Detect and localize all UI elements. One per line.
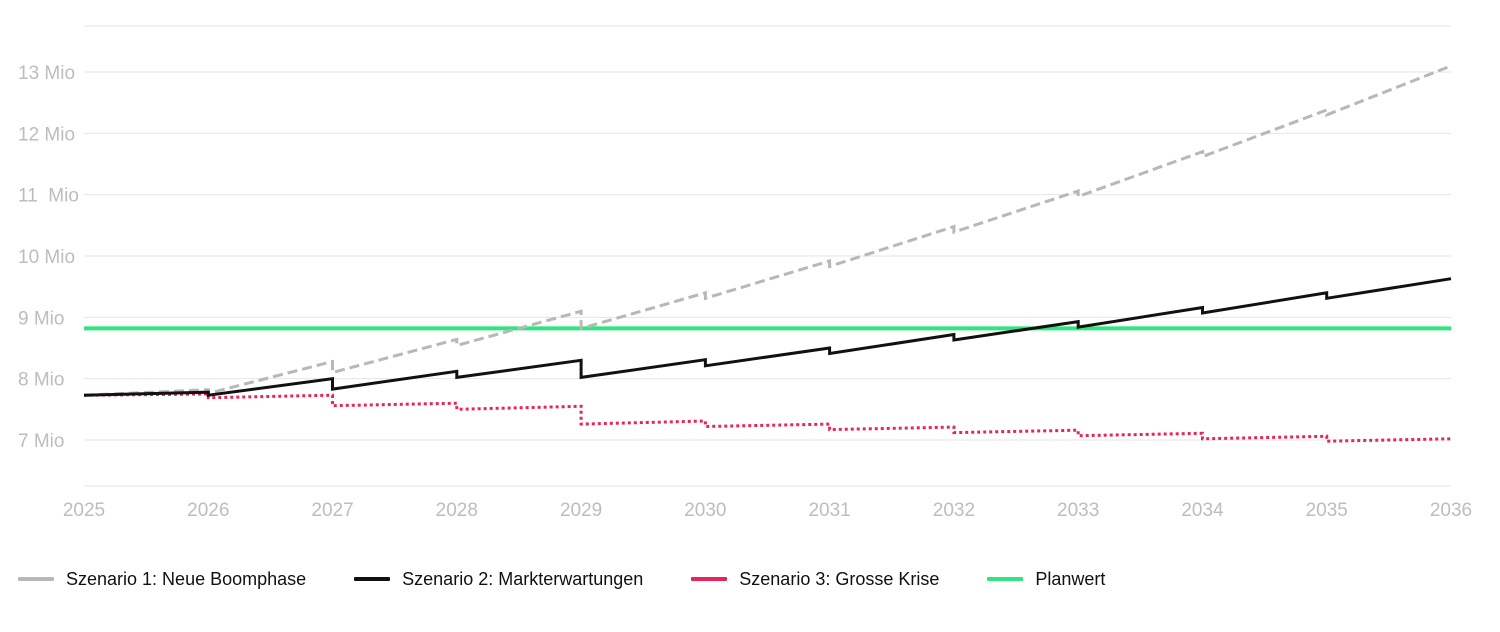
y-tick-label: 7 Mio	[18, 431, 64, 452]
series-3	[83, 392, 1452, 443]
y-axis: 7 Mio 8 Mio 9 Mio 10 Mio 11 Mio 12 Mio 13 Mio	[18, 63, 79, 452]
legend-swatch	[691, 577, 728, 581]
legend-label: Szenario 2: Markterwartungen	[402, 568, 644, 589]
x-tick-label: 2031	[808, 500, 850, 521]
x-tick-label: 2029	[560, 500, 602, 521]
x-tick-label: 2030	[684, 500, 726, 521]
y-tick-label: 8 Mio	[18, 370, 64, 391]
legend-label: Szenario 1: Neue Boomphase	[66, 568, 307, 589]
legend-label: Szenario 3: Grosse Krise	[739, 568, 940, 589]
x-tick-label: 2027	[311, 500, 353, 521]
y-tick-label: 10 Mio	[18, 247, 75, 268]
series-layer	[83, 64, 1452, 443]
x-tick-label: 2032	[933, 500, 975, 521]
series-2	[83, 277, 1452, 397]
y-tick-label: 12 Mio	[18, 124, 75, 145]
x-tick-label: 2036	[1430, 500, 1472, 521]
legend-swatch	[987, 577, 1024, 581]
legend-item: Szenario 2: Markterwartungen	[354, 569, 643, 590]
legend-swatch	[354, 577, 391, 581]
series-line	[83, 277, 1452, 397]
grid-layer	[84, 25, 1451, 487]
legend-item: Szenario 1: Neue Boomphase	[18, 569, 306, 590]
chart-area: 7 Mio 8 Mio 9 Mio 10 Mio 11 Mio 12 Mio 13 Mio …	[18, 25, 1472, 521]
series-1	[83, 64, 1452, 397]
y-tick-label: 9 Mio	[18, 308, 64, 329]
y-tick-label: 11 Mio	[18, 186, 79, 207]
y-tick-label: 13 Mio	[18, 63, 75, 84]
x-tick-label: 2025	[63, 500, 105, 521]
legend-item: Szenario 3: Grosse Krise	[691, 569, 939, 590]
x-tick-label: 2034	[1181, 500, 1224, 521]
series-line	[83, 392, 1452, 443]
x-axis: 2025 2026 2027 2028 2029 2030 2031 2032 2033 2034…	[63, 500, 1472, 521]
legend-item: Planwert	[987, 569, 1105, 590]
legend-swatch	[18, 577, 54, 581]
x-tick-label: 2033	[1057, 500, 1099, 521]
series-line	[83, 64, 1452, 397]
legend: Szenario 1: Neue Boomphase Szenario 2: Ma…	[18, 566, 1153, 592]
x-tick-label: 2026	[187, 500, 229, 521]
x-tick-label: 2028	[436, 500, 478, 521]
legend-label: Planwert	[1035, 568, 1106, 589]
x-tick-label: 2035	[1306, 500, 1348, 521]
